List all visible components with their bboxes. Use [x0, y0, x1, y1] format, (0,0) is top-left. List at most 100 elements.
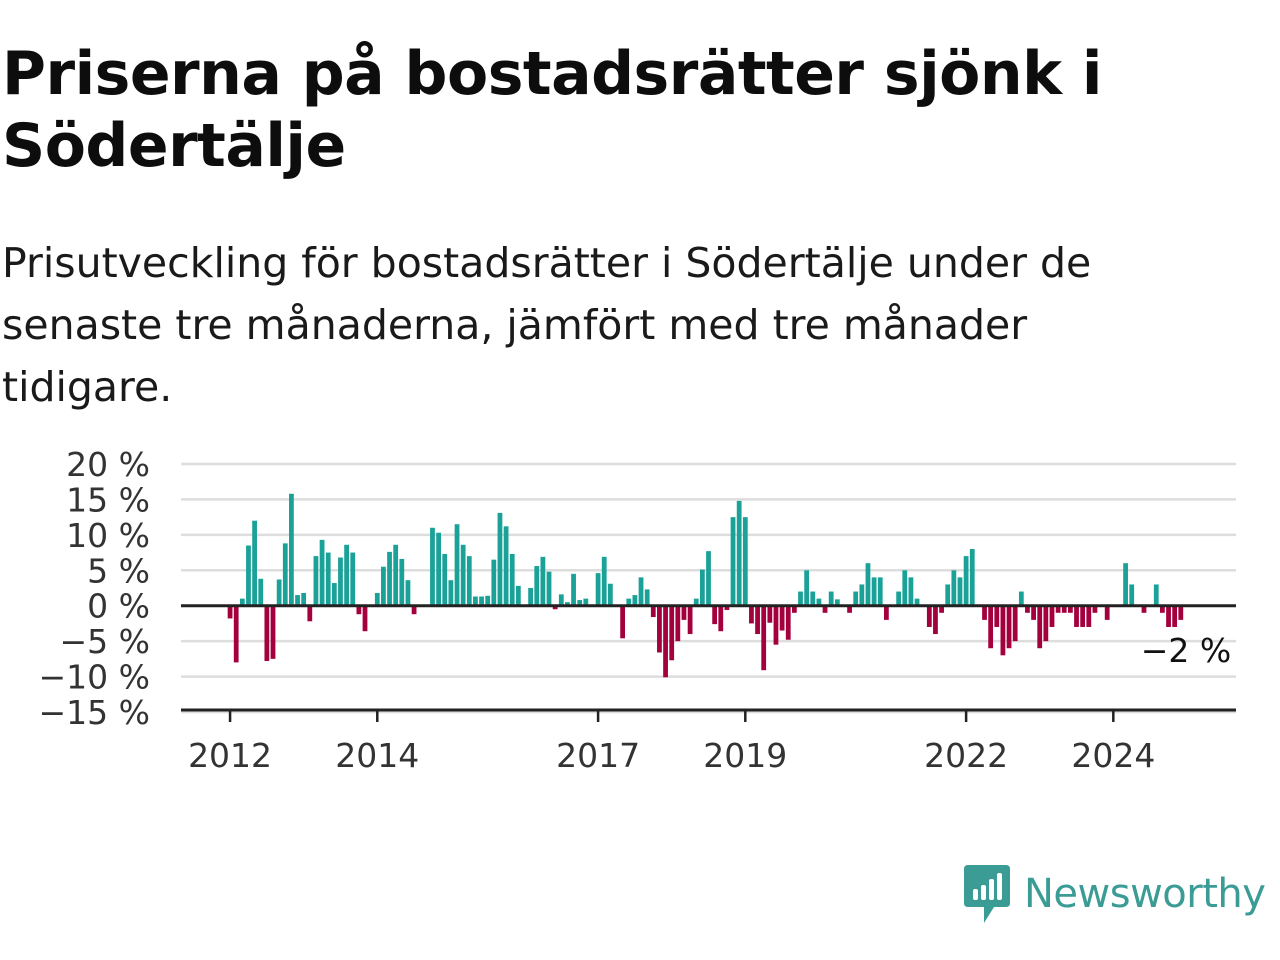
bar-2013-03 — [313, 556, 319, 606]
bar-2024-11 — [1172, 605, 1178, 627]
bar-2019-04 — [761, 605, 767, 671]
bar-2013-10 — [356, 605, 362, 615]
bar-2015-10 — [503, 526, 509, 606]
bar-2017-05 — [620, 605, 626, 639]
bar-2013-11 — [362, 605, 368, 632]
bar-2020-06 — [847, 605, 852, 613]
gridlines — [181, 462, 1236, 714]
bar-2012-07 — [264, 605, 270, 661]
bar-2013-02 — [307, 605, 313, 622]
bar-2016-11 — [583, 598, 589, 606]
bar-2016-08 — [565, 602, 570, 606]
bar-2014-06 — [405, 580, 411, 606]
bar-2016-03 — [534, 566, 540, 606]
bar-2015-04 — [466, 556, 472, 606]
bar-2020-11 — [877, 577, 883, 606]
bar-2013-07 — [338, 557, 343, 606]
bar-2017-08 — [638, 577, 644, 606]
bar-2017-12 — [663, 605, 668, 678]
bar-2022-04 — [982, 605, 987, 620]
bar-2023-05 — [1061, 605, 1067, 613]
bar-2016-10 — [577, 600, 583, 606]
bar-2023-02 — [1043, 605, 1049, 642]
price-change-bar-chart: 20 %15 %10 %5 %0 %−5 %−10 %−15 % 2012 201… — [39, 445, 1236, 775]
bar-2023-08 — [1080, 605, 1086, 627]
bar-2018-06 — [699, 569, 705, 606]
bar-2015-09 — [497, 512, 503, 606]
bar-2015-07 — [485, 595, 491, 606]
bar-2017-03 — [607, 583, 613, 606]
bar-2023-12 — [1104, 605, 1110, 620]
bar-2022-11 — [1025, 605, 1030, 613]
bar-2022-01 — [963, 556, 969, 606]
bar-2018-12 — [736, 500, 742, 606]
bar-2019-09 — [791, 605, 797, 613]
bar-2018-04 — [687, 605, 693, 635]
x-tick-label: 2012 — [188, 736, 272, 775]
bar-2024-03 — [1123, 563, 1128, 606]
newsworthy-logo-icon — [964, 865, 1010, 923]
bar-2019-05 — [767, 605, 773, 623]
bar-2014-11 — [436, 532, 441, 606]
bar-2012-03 — [239, 598, 245, 606]
bar-2022-06 — [994, 605, 1000, 627]
bar-2021-03 — [902, 570, 908, 606]
bar-2014-05 — [399, 558, 405, 606]
bar-2013-01 — [301, 592, 307, 606]
bar-2020-08 — [859, 584, 865, 606]
bar-2012-12 — [295, 595, 300, 606]
bar-2022-07 — [1000, 605, 1006, 656]
y-tick-label: 15 % — [66, 480, 150, 519]
bar-2017-06 — [626, 598, 632, 606]
bar-2019-01 — [742, 517, 748, 606]
bar-2019-07 — [779, 605, 785, 631]
bar-2012-01 — [227, 605, 233, 619]
y-tick-label: 10 % — [66, 516, 150, 555]
bar-2018-01 — [669, 605, 675, 661]
bar-2014-12 — [442, 553, 448, 606]
bar-2013-08 — [344, 544, 349, 606]
bar-2020-02 — [822, 605, 828, 613]
bar-2022-08 — [1006, 605, 1012, 649]
bar-2018-10 — [724, 605, 730, 610]
bar-2012-08 — [270, 605, 276, 659]
bar-2017-09 — [644, 589, 650, 606]
bar-2019-10 — [798, 591, 803, 606]
brand-name: Newsworthy — [1024, 871, 1266, 917]
bar-2018-11 — [730, 517, 736, 606]
bar-2020-01 — [816, 598, 822, 606]
bar-2019-06 — [773, 605, 779, 645]
x-tick-label: 2024 — [1071, 736, 1155, 775]
bar-2012-05 — [252, 520, 257, 606]
chart-subtitle: Prisutveckling för bostadsrätter i Söder… — [2, 239, 1092, 411]
bar-2016-09 — [571, 573, 576, 606]
bar-2012-04 — [246, 545, 251, 606]
bar-2012-11 — [289, 493, 294, 606]
y-tick-label: 5 % — [87, 551, 150, 590]
bar-2013-05 — [325, 552, 331, 606]
bar-2023-07 — [1074, 605, 1079, 627]
bar-2019-02 — [749, 605, 754, 624]
bar-2022-09 — [1012, 605, 1018, 642]
bar-2014-10 — [430, 527, 435, 606]
bar-2017-07 — [632, 595, 638, 606]
bar-2018-03 — [681, 605, 687, 620]
bar-2021-07 — [926, 605, 932, 627]
bar-2019-03 — [755, 605, 760, 635]
x-tick-label: 2022 — [924, 736, 1008, 775]
bar-2012-06 — [258, 578, 264, 606]
bar-2023-10 — [1092, 605, 1098, 613]
y-tick-label: −5 % — [60, 622, 151, 661]
bar-2015-12 — [515, 585, 521, 606]
bar-2015-02 — [454, 524, 460, 606]
bar-2021-02 — [896, 591, 902, 606]
bar-2015-01 — [448, 580, 454, 606]
bar-2014-02 — [381, 566, 386, 606]
bar-2020-09 — [865, 563, 871, 606]
bar-2023-03 — [1049, 605, 1055, 627]
last-value-label: −2 % — [1141, 631, 1232, 670]
bar-2021-05 — [914, 598, 920, 606]
bar-2018-07 — [706, 551, 711, 606]
bar-2014-01 — [374, 592, 380, 606]
bar-2020-07 — [853, 591, 859, 606]
